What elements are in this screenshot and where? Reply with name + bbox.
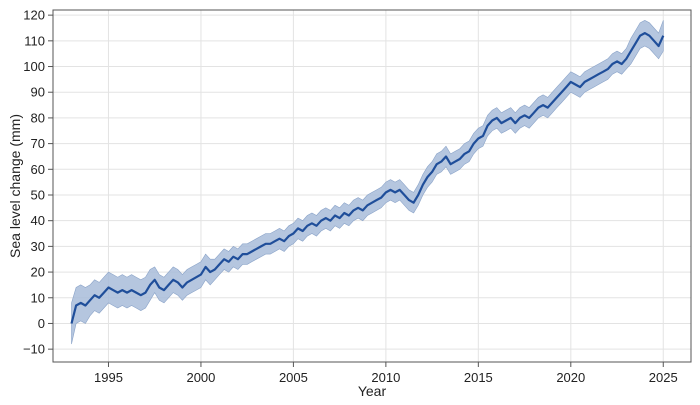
plot-frame <box>52 9 692 363</box>
y-tick-label: 30 <box>31 239 45 254</box>
x-tick-label: 2015 <box>464 370 493 385</box>
x-axis-title: Year <box>358 383 387 399</box>
y-tick-label: 20 <box>31 265 45 280</box>
y-axis-ticks: −10 0 10 20 30 40 50 60 70 80 90 100 110 120 <box>23 8 53 357</box>
x-tick-label: 2000 <box>186 370 215 385</box>
y-tick-label: 70 <box>31 136 45 151</box>
y-axis-title: Sea level change (mm) <box>7 114 23 258</box>
x-tick-label: 2025 <box>649 370 678 385</box>
y-tick-label: 90 <box>31 85 45 100</box>
x-tick-label: 2005 <box>279 370 308 385</box>
y-tick-label: 0 <box>38 316 45 331</box>
y-tick-label: 100 <box>23 59 45 74</box>
y-tick-label: −10 <box>23 342 45 357</box>
y-tick-label: 50 <box>31 187 45 202</box>
y-tick-label: 110 <box>24 33 45 48</box>
x-tick-label: 2020 <box>556 370 585 385</box>
y-tick-label: 10 <box>31 290 45 305</box>
y-tick-label: 60 <box>31 162 45 177</box>
x-tick-label: 1995 <box>94 370 123 385</box>
y-tick-label: 120 <box>23 8 45 23</box>
x-axis-ticks: 1995 2000 2005 2010 2015 2020 2025 <box>94 362 678 385</box>
y-tick-label: 80 <box>31 110 45 125</box>
x-tick-label: 2010 <box>371 370 400 385</box>
sea-level-line <box>70 32 665 324</box>
y-tick-label: 40 <box>31 213 45 228</box>
